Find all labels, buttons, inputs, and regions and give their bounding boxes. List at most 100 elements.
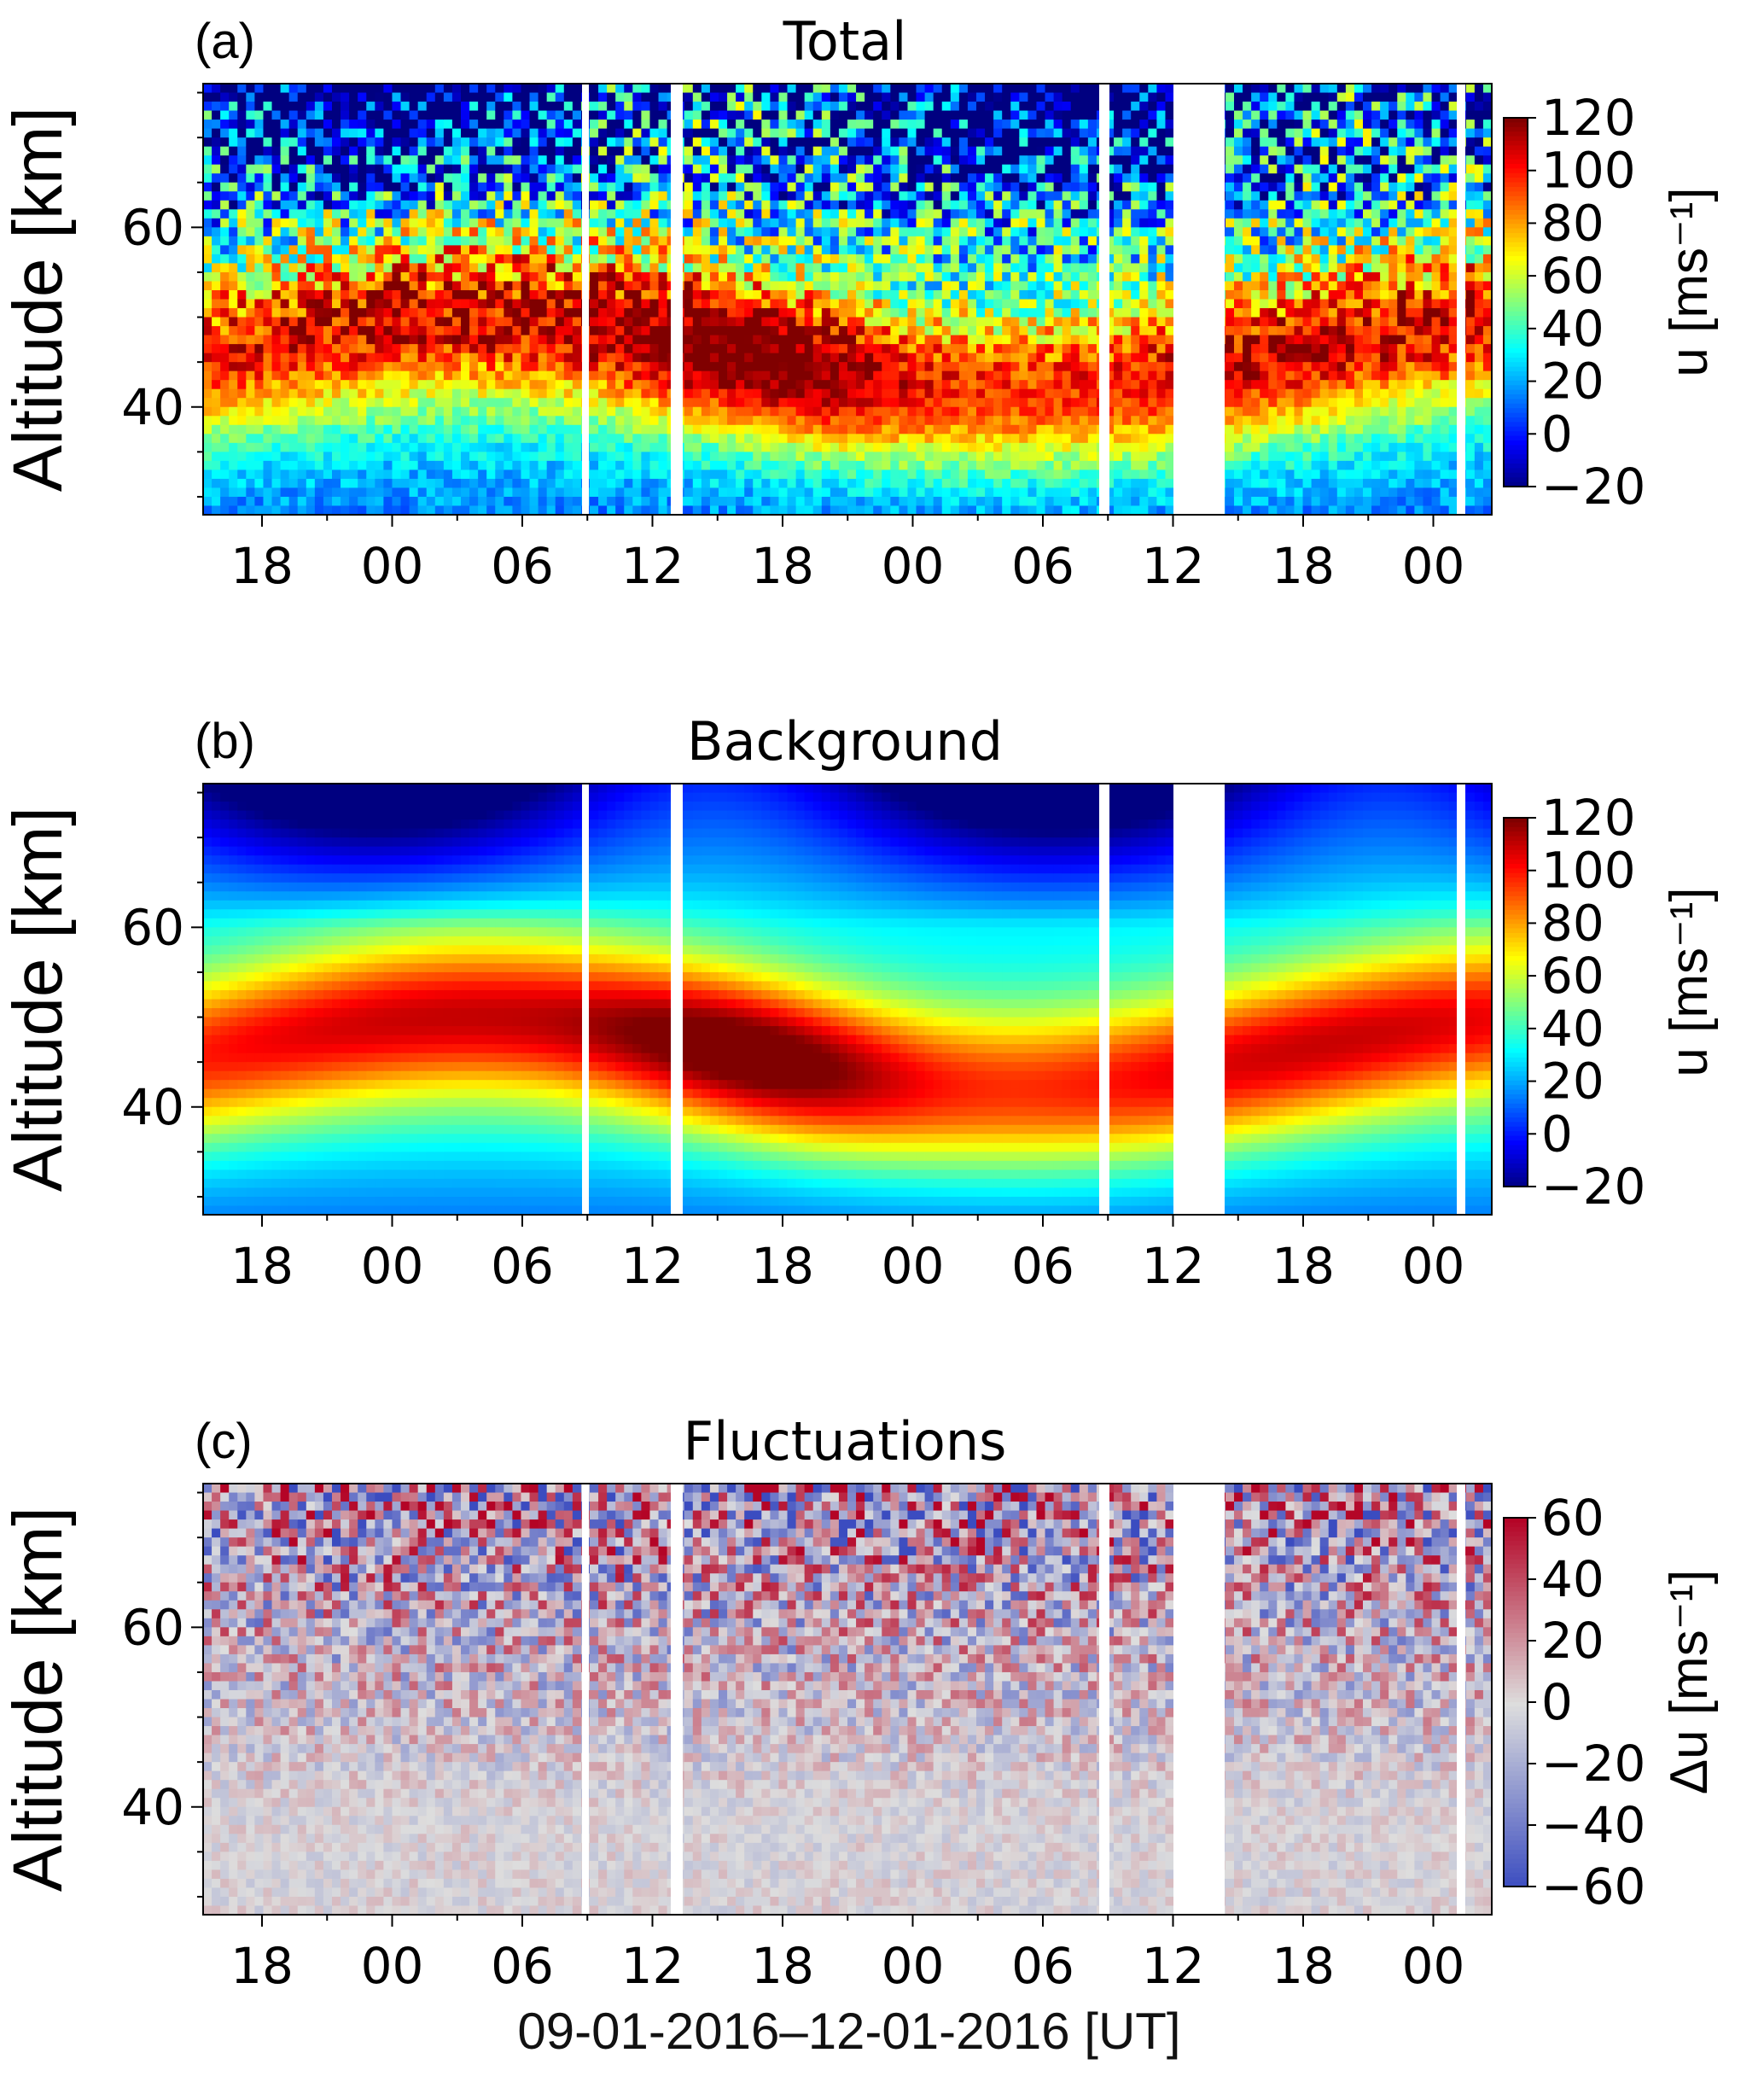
heatmap-cell	[547, 416, 556, 425]
heatmap-cell	[254, 84, 264, 93]
heatmap-cell	[805, 362, 814, 371]
heatmap-cell	[753, 129, 762, 138]
heatmap-cell	[220, 137, 230, 147]
heatmap-cell	[1045, 236, 1055, 246]
heatmap-cell	[1088, 227, 1097, 236]
heatmap-cell	[727, 272, 736, 282]
heatmap-cell	[753, 183, 762, 192]
heatmap-cell	[1010, 318, 1020, 327]
heatmap-cell	[435, 425, 445, 434]
heatmap-cell	[1054, 505, 1063, 515]
heatmap-cell	[1019, 254, 1028, 264]
heatmap-cell	[659, 398, 668, 407]
heatmap-cell	[1088, 389, 1097, 399]
heatmap-cell	[220, 219, 230, 228]
heatmap-cell	[427, 290, 436, 300]
heatmap-cell	[332, 389, 341, 399]
heatmap-cell	[521, 380, 530, 389]
heatmap-cell	[315, 201, 324, 210]
heatmap-cell	[573, 461, 582, 470]
heatmap-cell	[289, 398, 299, 407]
heatmap-cell	[882, 290, 891, 300]
heatmap-cell	[865, 318, 874, 327]
heatmap-cell	[203, 335, 212, 345]
heatmap-cell	[375, 344, 384, 353]
heatmap-cell	[805, 183, 814, 192]
heatmap-cell	[1045, 84, 1055, 93]
heatmap-cell	[736, 147, 745, 156]
heatmap-cell	[649, 416, 659, 425]
heatmap-cell	[942, 308, 952, 318]
heatmap-cell	[615, 452, 625, 461]
heatmap-cell	[306, 371, 316, 381]
heatmap-cell	[1036, 318, 1045, 327]
heatmap-cell	[882, 147, 891, 156]
heatmap-cell	[435, 434, 445, 443]
heatmap-cell	[220, 479, 230, 488]
heatmap-cell	[805, 155, 814, 165]
heatmap-cell	[254, 407, 264, 417]
heatmap-cell	[203, 497, 212, 506]
heatmap-cell	[1080, 147, 1089, 156]
heatmap-cell	[298, 461, 307, 470]
heatmap-cell	[615, 371, 625, 381]
heatmap-cell	[298, 173, 307, 183]
heatmap-cell	[702, 497, 711, 506]
heatmap-cell	[1019, 201, 1028, 210]
heatmap-cell	[693, 452, 702, 461]
heatmap-cell	[847, 380, 857, 389]
heatmap-cell	[1080, 353, 1089, 363]
heatmap-cell	[469, 443, 479, 452]
heatmap-cell	[1071, 389, 1080, 399]
heatmap-cell	[907, 434, 917, 443]
heatmap-cell	[710, 236, 719, 246]
heatmap-cell	[1028, 201, 1037, 210]
heatmap-cell	[435, 183, 445, 192]
heatmap-cell	[306, 434, 316, 443]
heatmap-cell	[822, 479, 831, 488]
heatmap-cell	[959, 487, 969, 497]
heatmap-cell	[435, 120, 445, 129]
heatmap-cell	[461, 165, 470, 174]
heatmap-cell	[281, 452, 290, 461]
heatmap-cell	[263, 272, 272, 282]
heatmap-cell	[1036, 120, 1045, 129]
heatmap-cell	[649, 111, 659, 120]
heatmap-cell	[934, 407, 943, 417]
heatmap-cell	[332, 102, 341, 111]
heatmap-cell	[521, 443, 530, 452]
heatmap-cell	[719, 497, 728, 506]
heatmap-cell	[598, 371, 608, 381]
heatmap-cell	[968, 318, 977, 327]
heatmap-cell	[332, 469, 341, 479]
heatmap-cell	[951, 344, 960, 353]
heatmap-cell	[590, 362, 599, 371]
heatmap-cell	[659, 487, 668, 497]
heatmap-cell	[856, 129, 865, 138]
heatmap-cell	[254, 137, 264, 147]
heatmap-cell	[847, 120, 857, 129]
heatmap-cell	[539, 219, 548, 228]
heatmap-cell	[917, 129, 926, 138]
heatmap-cell	[1071, 326, 1080, 335]
heatmap-cell	[298, 389, 307, 399]
heatmap-cell	[899, 120, 908, 129]
heatmap-cell	[418, 93, 428, 102]
heatmap-cell	[349, 209, 358, 219]
heatmap-cell	[684, 191, 694, 201]
heatmap-cell	[1036, 398, 1045, 407]
heatmap-cell	[702, 102, 711, 111]
heatmap-cell	[486, 318, 496, 327]
heatmap-cell	[959, 137, 969, 147]
heatmap-cell	[229, 326, 238, 335]
heatmap-cell	[263, 505, 272, 515]
heatmap-cell	[1019, 407, 1028, 417]
heatmap-cell	[521, 318, 530, 327]
heatmap-cell	[865, 111, 874, 120]
heatmap-cell	[805, 219, 814, 228]
heatmap-cell	[504, 344, 513, 353]
heatmap-cell	[822, 407, 831, 417]
heatmap-cell	[788, 326, 797, 335]
heatmap-cell	[392, 290, 401, 300]
heatmap-cell	[263, 201, 272, 210]
